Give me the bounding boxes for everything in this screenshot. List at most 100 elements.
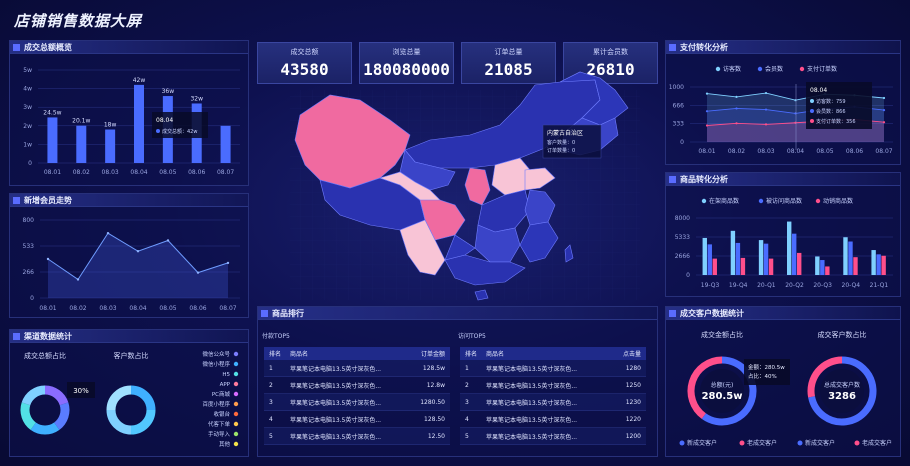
y-tick-label: 1w xyxy=(23,141,32,148)
table-row[interactable]: 3 苹果笔记本电脑13.5英寸深灰色... 1280.50 xyxy=(264,394,450,411)
table-cell: 苹果笔记本电脑13.5英寸深灰色... xyxy=(486,365,578,373)
table-row[interactable]: 5 苹果笔记本电脑13.5英寸深灰色... 12.50 xyxy=(264,428,450,445)
bar xyxy=(797,252,802,275)
donut-segment xyxy=(130,385,156,411)
panel-title: 渠道数据统计 xyxy=(24,332,72,341)
bar xyxy=(787,221,792,275)
map-tooltip-row-1: 订单数量：0 xyxy=(547,147,575,154)
map-region-yunnan xyxy=(399,219,446,276)
header-cell: 排名 xyxy=(465,351,478,358)
table-cell: 2 xyxy=(465,381,469,389)
table-cell: 1200 xyxy=(625,432,641,440)
table-cell: 5 xyxy=(269,432,273,440)
legend-label: 老成交客户 xyxy=(747,439,777,447)
point xyxy=(764,123,768,126)
legend-label: 微信公众号 xyxy=(202,350,230,358)
x-tick-label: 08.05 xyxy=(159,305,176,312)
point xyxy=(226,261,230,265)
data-label: 24.5w xyxy=(43,109,61,116)
legend-label: 在架商品数 xyxy=(709,197,739,205)
x-tick-label: 08.04 xyxy=(787,148,804,155)
point xyxy=(705,92,709,95)
y-tick-label: 266 xyxy=(23,269,35,276)
legend-label: 老成交客户 xyxy=(862,439,892,447)
table-cell: 苹果笔记本电脑13.5英寸深灰色... xyxy=(290,416,382,424)
table-body: 1 苹果笔记本电脑13.5英寸深灰色... 1280 2 苹果笔记本电脑13.5英寸深灰… xyxy=(460,360,646,445)
panel-title: 成交总额概览 xyxy=(24,43,72,52)
donut-title: 成交金额占比 xyxy=(701,330,743,339)
legend-dot xyxy=(815,198,821,204)
bar xyxy=(876,254,881,275)
table-cell: 12.8w xyxy=(426,381,445,389)
legend-dot xyxy=(758,198,764,204)
tooltip-title: 08.04 xyxy=(156,117,173,124)
table-row[interactable]: 2 苹果笔记本电脑13.5英寸深灰色... 12.8w xyxy=(264,377,450,394)
table-row[interactable]: 3 苹果笔记本电脑13.5英寸深灰色... 1230 xyxy=(460,394,646,411)
donut-center-label: 30% xyxy=(73,387,89,395)
table-row[interactable]: 4 苹果笔记本电脑13.5英寸深灰色... 128.50 xyxy=(264,411,450,428)
legend-label: H5 xyxy=(222,372,230,378)
table-header: 排名 商品名 点击量 xyxy=(460,347,646,360)
tooltip-row: 金额：280.5w xyxy=(748,363,785,371)
table-row[interactable]: 1 苹果笔记本电脑13.5英寸深灰色... 128.5w xyxy=(264,360,450,377)
kpi-value: 21085 xyxy=(484,60,533,79)
bar xyxy=(105,129,116,163)
legend-label: 被访问商品数 xyxy=(766,197,802,205)
map-region-guizhou xyxy=(444,234,476,261)
panel-title: 成交客户数据统计 xyxy=(680,309,744,318)
bar xyxy=(848,241,853,275)
data-label: 18w xyxy=(104,122,117,129)
kpi-label: 成交总额 xyxy=(290,48,319,56)
donut-segment xyxy=(106,385,132,411)
donut-hole xyxy=(820,369,864,413)
table-row[interactable]: 4 苹果笔记本电脑13.5英寸深灰色... 1220 xyxy=(460,411,646,428)
legend-label: PC商城 xyxy=(212,390,231,398)
x-tick-label: 20-Q4 xyxy=(842,282,861,289)
x-tick-label: 20-Q2 xyxy=(785,282,804,289)
panel-ranking: 商品排行 xyxy=(257,306,658,457)
table-row[interactable]: 2 苹果笔记本电脑13.5英寸深灰色... 1250 xyxy=(460,377,646,394)
legend-dot xyxy=(799,66,805,72)
point xyxy=(705,124,709,127)
x-tick-label: 08.03 xyxy=(102,169,119,176)
map-tooltip xyxy=(542,124,602,159)
donut-segment xyxy=(687,356,723,419)
y-tick-label: 4w xyxy=(23,86,32,93)
y-tick-label: 533 xyxy=(23,243,35,250)
bar xyxy=(712,258,717,275)
legend-dot xyxy=(739,440,745,446)
table-row[interactable]: 1 苹果笔记本电脑13.5英寸深灰色... 1280 xyxy=(460,360,646,377)
x-tick-label: 08.02 xyxy=(728,148,745,155)
bar xyxy=(792,233,797,275)
legend-dot xyxy=(233,351,239,357)
legend-label: 动销商品数 xyxy=(823,197,853,205)
bar xyxy=(825,266,830,275)
legend-dot xyxy=(233,411,239,417)
panel-title: 商品转化分析 xyxy=(680,175,728,184)
y-tick-label: 333 xyxy=(673,121,685,128)
x-tick-label: 08.01 xyxy=(39,305,56,312)
x-tick-label: 08.03 xyxy=(757,148,774,155)
kpi-value: 43580 xyxy=(280,60,329,79)
table-cell: 5 xyxy=(465,432,469,440)
point xyxy=(46,257,50,261)
legend-label: 手动导入 xyxy=(208,430,231,438)
x-tick-label: 08.01 xyxy=(44,169,61,176)
x-tick-label: 08.03 xyxy=(99,305,116,312)
point xyxy=(764,91,768,95)
table-cell: 1250 xyxy=(625,381,641,389)
bar xyxy=(220,125,231,163)
legend-label: 支付订单数 xyxy=(807,65,837,73)
table-row[interactable]: 5 苹果笔记本电脑13.5英寸深灰色... 1200 xyxy=(460,428,646,445)
legend-dot xyxy=(679,440,685,446)
donut-hole xyxy=(700,369,744,413)
point xyxy=(882,109,886,112)
bar xyxy=(134,84,144,163)
bar xyxy=(707,244,712,275)
point xyxy=(735,95,738,98)
bar xyxy=(768,258,774,275)
table-cell: 4 xyxy=(465,415,469,423)
